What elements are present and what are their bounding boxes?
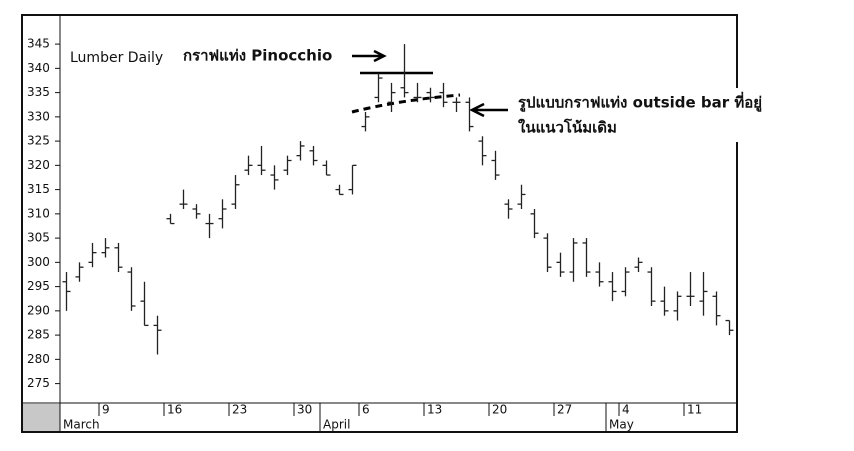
y-tick-label: 315 <box>27 182 50 196</box>
month-label: May <box>609 418 634 432</box>
annotation: ในแนวโน้มเดิม <box>518 118 617 137</box>
x-tick-label: 20 <box>492 403 507 417</box>
y-tick-label: 275 <box>27 376 50 390</box>
y-tick-label: 305 <box>27 231 50 245</box>
label-bg <box>508 88 854 142</box>
month-label: March <box>63 418 100 432</box>
x-tick-label: 4 <box>622 403 630 417</box>
y-tick-label: 310 <box>27 206 50 220</box>
x-tick-label: 13 <box>427 403 442 417</box>
y-tick-label: 340 <box>27 61 50 75</box>
month-label: April <box>323 418 350 432</box>
annotation: กราฟแท่ง Pinocchio <box>183 47 332 65</box>
y-tick-label: 325 <box>27 134 50 148</box>
y-tick-label: 330 <box>27 109 50 123</box>
x-tick-label: 30 <box>297 403 312 417</box>
y-tick-label: 345 <box>27 37 50 51</box>
y-tick-label: 295 <box>27 279 50 293</box>
x-tick-label: 16 <box>167 403 182 417</box>
y-tick-label: 290 <box>27 303 50 317</box>
y-tick-label: 280 <box>27 352 50 366</box>
y-tick-label: 300 <box>27 255 50 269</box>
corner-box <box>23 404 60 431</box>
y-tick-label: 320 <box>27 158 50 172</box>
arrow <box>469 102 508 118</box>
x-tick-label: 9 <box>102 403 110 417</box>
trend-line <box>351 93 461 114</box>
annotation: รูปแบบกราฟแท่ง outside bar ที่อยู่ <box>518 92 762 113</box>
x-tick-label: 6 <box>362 403 370 417</box>
chart-title: Lumber Daily <box>70 50 163 66</box>
x-tick-label: 27 <box>557 403 572 417</box>
y-tick-label: 335 <box>27 85 50 99</box>
x-tick-label: 23 <box>232 403 247 417</box>
x-tick-label: 11 <box>687 403 702 417</box>
y-tick-label: 285 <box>27 328 50 342</box>
frame <box>21 14 738 433</box>
arrow <box>352 49 387 63</box>
